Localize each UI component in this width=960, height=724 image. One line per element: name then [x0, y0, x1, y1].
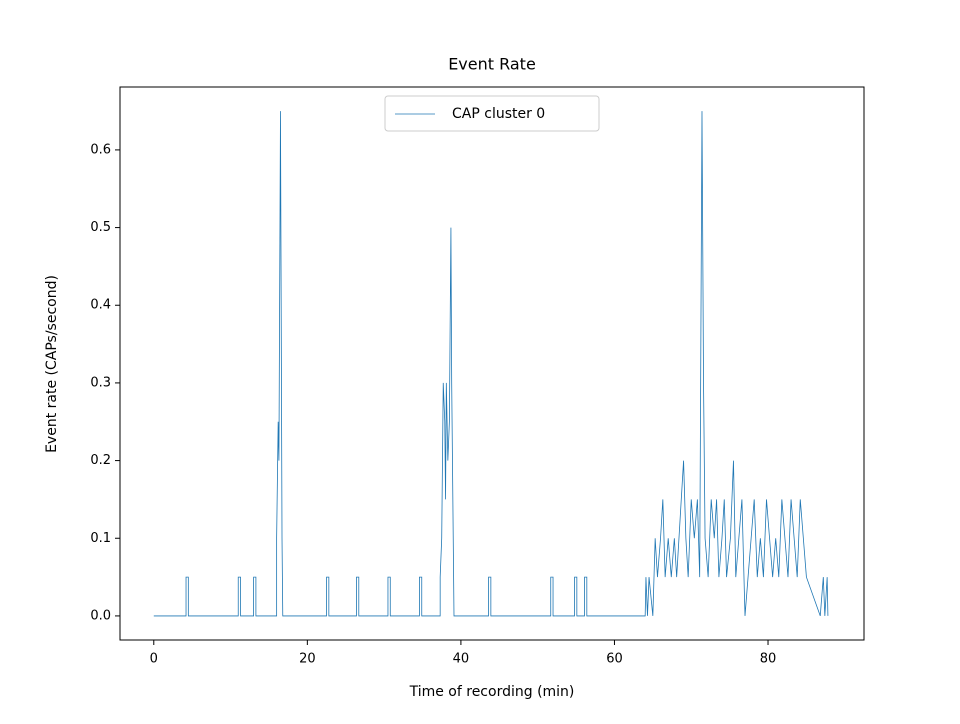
plot-frame	[119, 86, 865, 641]
y-tick-label: 0.3	[90, 375, 111, 390]
chart-title: Event Rate	[448, 55, 536, 74]
x-tick-label: 0	[150, 652, 158, 667]
legend-label: CAP cluster 0	[452, 106, 545, 122]
y-tick-label: 0.5	[90, 220, 111, 235]
y-tick-label: 0.4	[90, 298, 111, 313]
y-tick-label: 0.0	[90, 608, 111, 623]
x-axis-label: Time of recording (min)	[409, 684, 575, 700]
data-line	[153, 111, 829, 617]
y-axis-label: Event rate (CAPs/second)	[44, 275, 60, 453]
x-tick-label: 40	[453, 652, 470, 667]
x-tick-label: 80	[760, 652, 777, 667]
y-tick-label: 0.6	[90, 142, 111, 157]
x-tick-label: 20	[299, 652, 316, 667]
x-tick-label: 60	[606, 652, 623, 667]
legend-box	[384, 95, 600, 132]
y-tick-label: 0.2	[90, 453, 111, 468]
y-tick-label: 0.1	[90, 531, 111, 546]
